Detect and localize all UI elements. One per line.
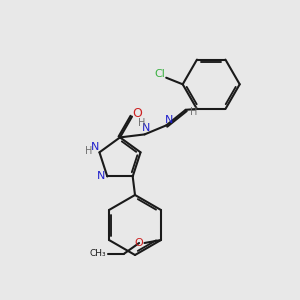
- Text: H: H: [85, 146, 93, 156]
- Text: O: O: [133, 107, 142, 120]
- Text: N: N: [142, 123, 150, 133]
- Text: H: H: [138, 118, 145, 128]
- Text: Cl: Cl: [154, 69, 165, 79]
- Text: N: N: [91, 142, 99, 152]
- Text: CH₃: CH₃: [90, 249, 106, 258]
- Text: O: O: [135, 238, 143, 248]
- Text: N: N: [97, 172, 105, 182]
- Text: N: N: [164, 115, 173, 125]
- Text: H: H: [190, 107, 197, 117]
